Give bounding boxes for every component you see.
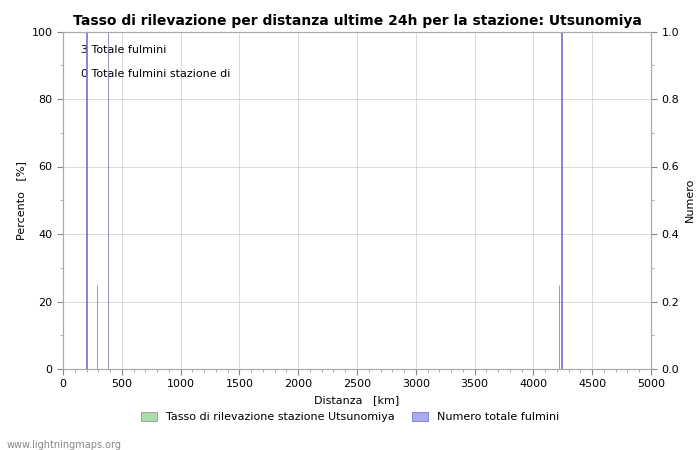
Text: www.lightningmaps.org: www.lightningmaps.org — [7, 440, 122, 450]
X-axis label: Distanza   [km]: Distanza [km] — [314, 395, 400, 405]
Y-axis label: Percento   [%]: Percento [%] — [16, 161, 26, 240]
Text: 3 Totale fulmini: 3 Totale fulmini — [80, 45, 166, 55]
Title: Tasso di rilevazione per distanza ultime 24h per la stazione: Utsunomiya: Tasso di rilevazione per distanza ultime… — [73, 14, 641, 27]
Y-axis label: Numero: Numero — [685, 178, 694, 222]
Legend: Tasso di rilevazione stazione Utsunomiya, Numero totale fulmini: Tasso di rilevazione stazione Utsunomiya… — [136, 407, 564, 427]
Text: 0 Totale fulmini stazione di: 0 Totale fulmini stazione di — [80, 68, 230, 79]
